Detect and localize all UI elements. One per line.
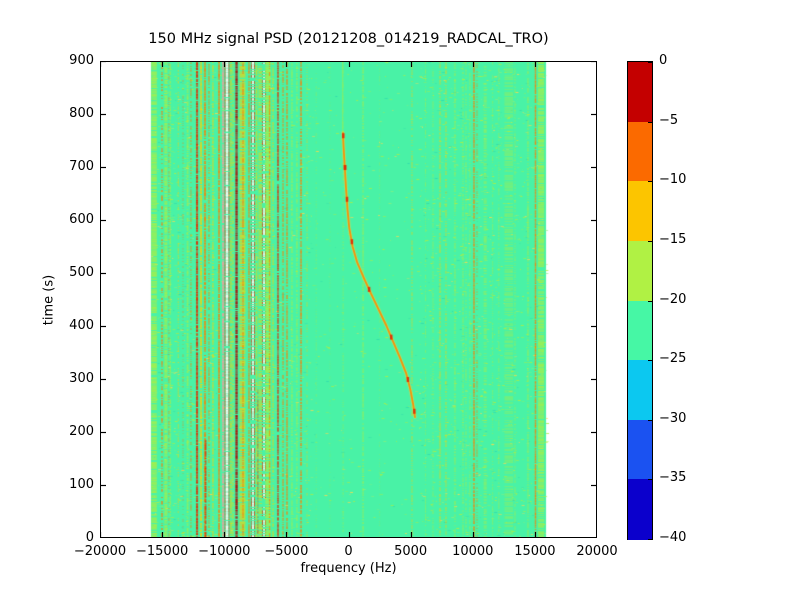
x-tick-label: −15000 xyxy=(136,544,189,559)
chart-title: 150 MHz signal PSD (20121208_014219_RADC… xyxy=(148,31,549,47)
x-tick-label: −10000 xyxy=(198,544,251,559)
colorbar-tick-label: −5 xyxy=(659,112,679,128)
x-tick-label: 20000 xyxy=(576,544,618,559)
x-axis-label: frequency (Hz) xyxy=(300,561,397,576)
y-tick-label: 500 xyxy=(69,265,94,280)
y-tick-label: 100 xyxy=(69,477,94,492)
colorbar-tick-mark xyxy=(648,360,652,362)
colorbar-tick-mark xyxy=(648,479,652,481)
colorbar-tick-label: −30 xyxy=(659,410,687,426)
colorbar-segment xyxy=(628,360,652,421)
colorbar-tick-label: −15 xyxy=(659,231,687,247)
colorbar-segment xyxy=(628,479,652,540)
y-tick-label: 0 xyxy=(85,530,94,545)
colorbar-tick-mark xyxy=(648,62,652,63)
y-tick-label: 800 xyxy=(69,106,94,121)
colorbar-tick-label: −20 xyxy=(659,291,687,307)
x-tick-label: 10000 xyxy=(452,544,494,559)
spectrogram-heatmap xyxy=(100,61,597,538)
colorbar-tick-mark xyxy=(648,419,652,421)
y-tick-label: 300 xyxy=(69,371,94,386)
colorbar-tick-label: −40 xyxy=(659,530,687,545)
colorbar-tick-mark xyxy=(648,300,652,302)
colorbar-tick-label: −25 xyxy=(659,351,687,367)
y-tick-label: 400 xyxy=(69,318,94,333)
colorbar-segment xyxy=(628,419,652,480)
colorbar-tick-label: −35 xyxy=(659,470,687,486)
x-tick-label: 5000 xyxy=(394,544,428,559)
x-tick-label: 15000 xyxy=(514,544,556,559)
axes-frame xyxy=(100,61,597,538)
colorbar-tick-label: −10 xyxy=(659,172,687,188)
colorbar-tick-label: 0 xyxy=(659,53,668,68)
colorbar-segment xyxy=(628,121,652,182)
axis-tick-marks xyxy=(100,61,597,538)
plot-area xyxy=(100,61,597,538)
colorbar-segment xyxy=(628,300,652,361)
x-tick-label: −20000 xyxy=(73,544,127,559)
colorbar-segment xyxy=(628,240,652,301)
colorbar xyxy=(627,61,653,540)
colorbar-tick-mark xyxy=(648,121,652,123)
x-tick-label: 0 xyxy=(344,544,353,559)
y-tick-label: 600 xyxy=(69,212,94,227)
y-tick-label: 200 xyxy=(69,424,94,439)
colorbar-segment xyxy=(628,62,652,123)
colorbar-tick-mark xyxy=(648,240,652,242)
x-tick-label: −5000 xyxy=(264,544,309,559)
colorbar-tick-mark xyxy=(648,181,652,183)
colorbar-tick-mark xyxy=(648,539,652,540)
y-tick-label: 900 xyxy=(69,53,94,68)
colorbar-segment xyxy=(628,181,652,242)
y-tick-label: 700 xyxy=(69,159,94,174)
